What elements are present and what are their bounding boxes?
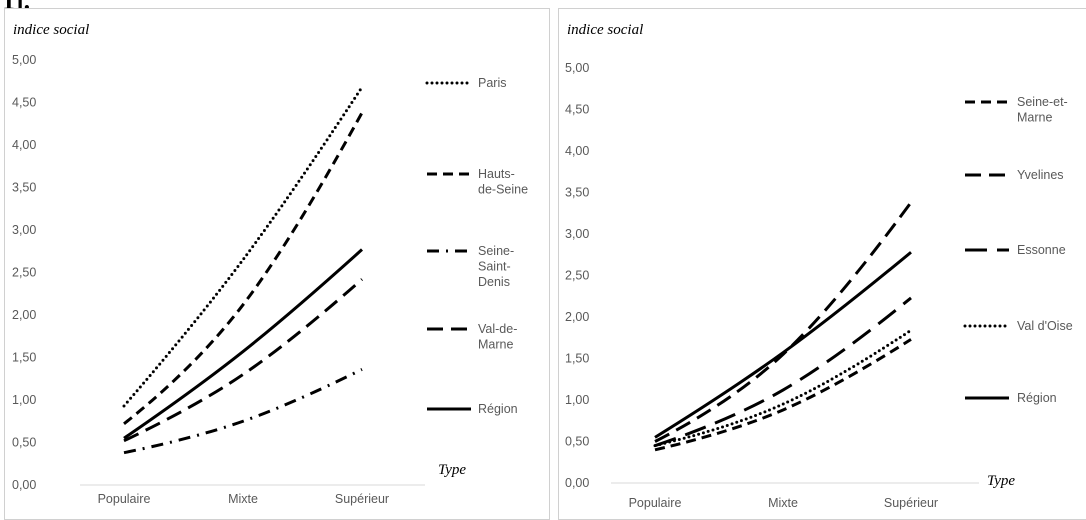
x-tick-label: Populaire: [629, 496, 682, 510]
x-axis-title: Type: [438, 462, 466, 478]
legend-label: Marne: [1017, 111, 1052, 125]
y-tick-label: 2,00: [12, 308, 36, 322]
legend-label: Val d'Oise: [1017, 319, 1073, 333]
series-line: [122, 85, 364, 408]
y-tick-label: 1,50: [565, 352, 589, 366]
y-tick-label: 4,00: [565, 144, 589, 158]
series-line: [123, 248, 364, 440]
legend-label: Val-de-: [478, 322, 517, 336]
series-line: [123, 368, 363, 455]
y-tick-label: 2,50: [565, 269, 589, 283]
legend-label: Denis: [478, 275, 510, 289]
chart-panel-left: indice social 0,00 0,50 1,00 1,50 2,00 2,50 3,0…: [4, 8, 550, 520]
series-line: [123, 111, 364, 425]
y-tick-label: 3,00: [565, 227, 589, 241]
series-line: [654, 251, 912, 439]
chart-right: indice social 0,00 0,50 1,00 1,50 2,00 2,50 3,0…: [565, 22, 1073, 510]
legend-label: Région: [1017, 391, 1057, 405]
y-tick-label: 3,50: [565, 186, 589, 200]
y-tick-label: 2,50: [12, 266, 36, 280]
y-tick-label: 1,50: [12, 351, 36, 365]
series-line: [654, 296, 912, 448]
y-tick-label: 2,00: [565, 310, 589, 324]
legend-label: Paris: [478, 76, 506, 90]
legend-label: Région: [478, 402, 518, 416]
x-axis-title: Type: [987, 473, 1015, 489]
chart-left: indice social 0,00 0,50 1,00 1,50 2,00 2,50 3,0…: [12, 22, 528, 506]
y-tick-label: 1,00: [12, 393, 36, 407]
legend-label: Yvelines: [1017, 168, 1064, 182]
legend-label: de-Seine: [478, 183, 528, 197]
series-line: [654, 201, 913, 443]
y-axis-title: indice social: [567, 22, 643, 38]
y-tick-label: 5,00: [12, 53, 36, 67]
y-tick-label: 0,00: [565, 476, 589, 490]
y-axis-title: indice social: [13, 22, 89, 38]
y-tick-label: 1,00: [565, 393, 589, 407]
legend-label: Saint-: [478, 260, 511, 274]
y-tick-label: 0,50: [565, 435, 589, 449]
y-tick-label: 0,00: [12, 478, 36, 492]
chart-panel-right: indice social 0,00 0,50 1,00 1,50 2,00 2,50 3,0…: [558, 8, 1086, 520]
y-tick-label: 0,50: [12, 436, 36, 450]
legend-label: Marne: [478, 338, 513, 352]
series-line: [654, 338, 912, 452]
x-tick-label: Mixte: [768, 496, 798, 510]
y-tick-label: 4,00: [12, 138, 36, 152]
y-tick-label: 3,00: [12, 223, 36, 237]
legend-label: Hauts-: [478, 167, 515, 181]
x-tick-label: Supérieur: [884, 496, 938, 510]
y-tick-label: 5,00: [565, 61, 589, 75]
y-tick-label: 4,50: [12, 96, 36, 110]
legend-label: Seine-: [478, 244, 514, 258]
x-tick-label: Supérieur: [335, 492, 389, 506]
x-tick-label: Mixte: [228, 492, 258, 506]
y-tick-label: 3,50: [12, 181, 36, 195]
y-tick-label: 4,50: [565, 103, 589, 117]
x-tick-label: Populaire: [98, 492, 151, 506]
legend-label: Essonne: [1017, 243, 1066, 257]
series-line: [653, 328, 913, 448]
legend-label: Seine-et-: [1017, 95, 1068, 109]
